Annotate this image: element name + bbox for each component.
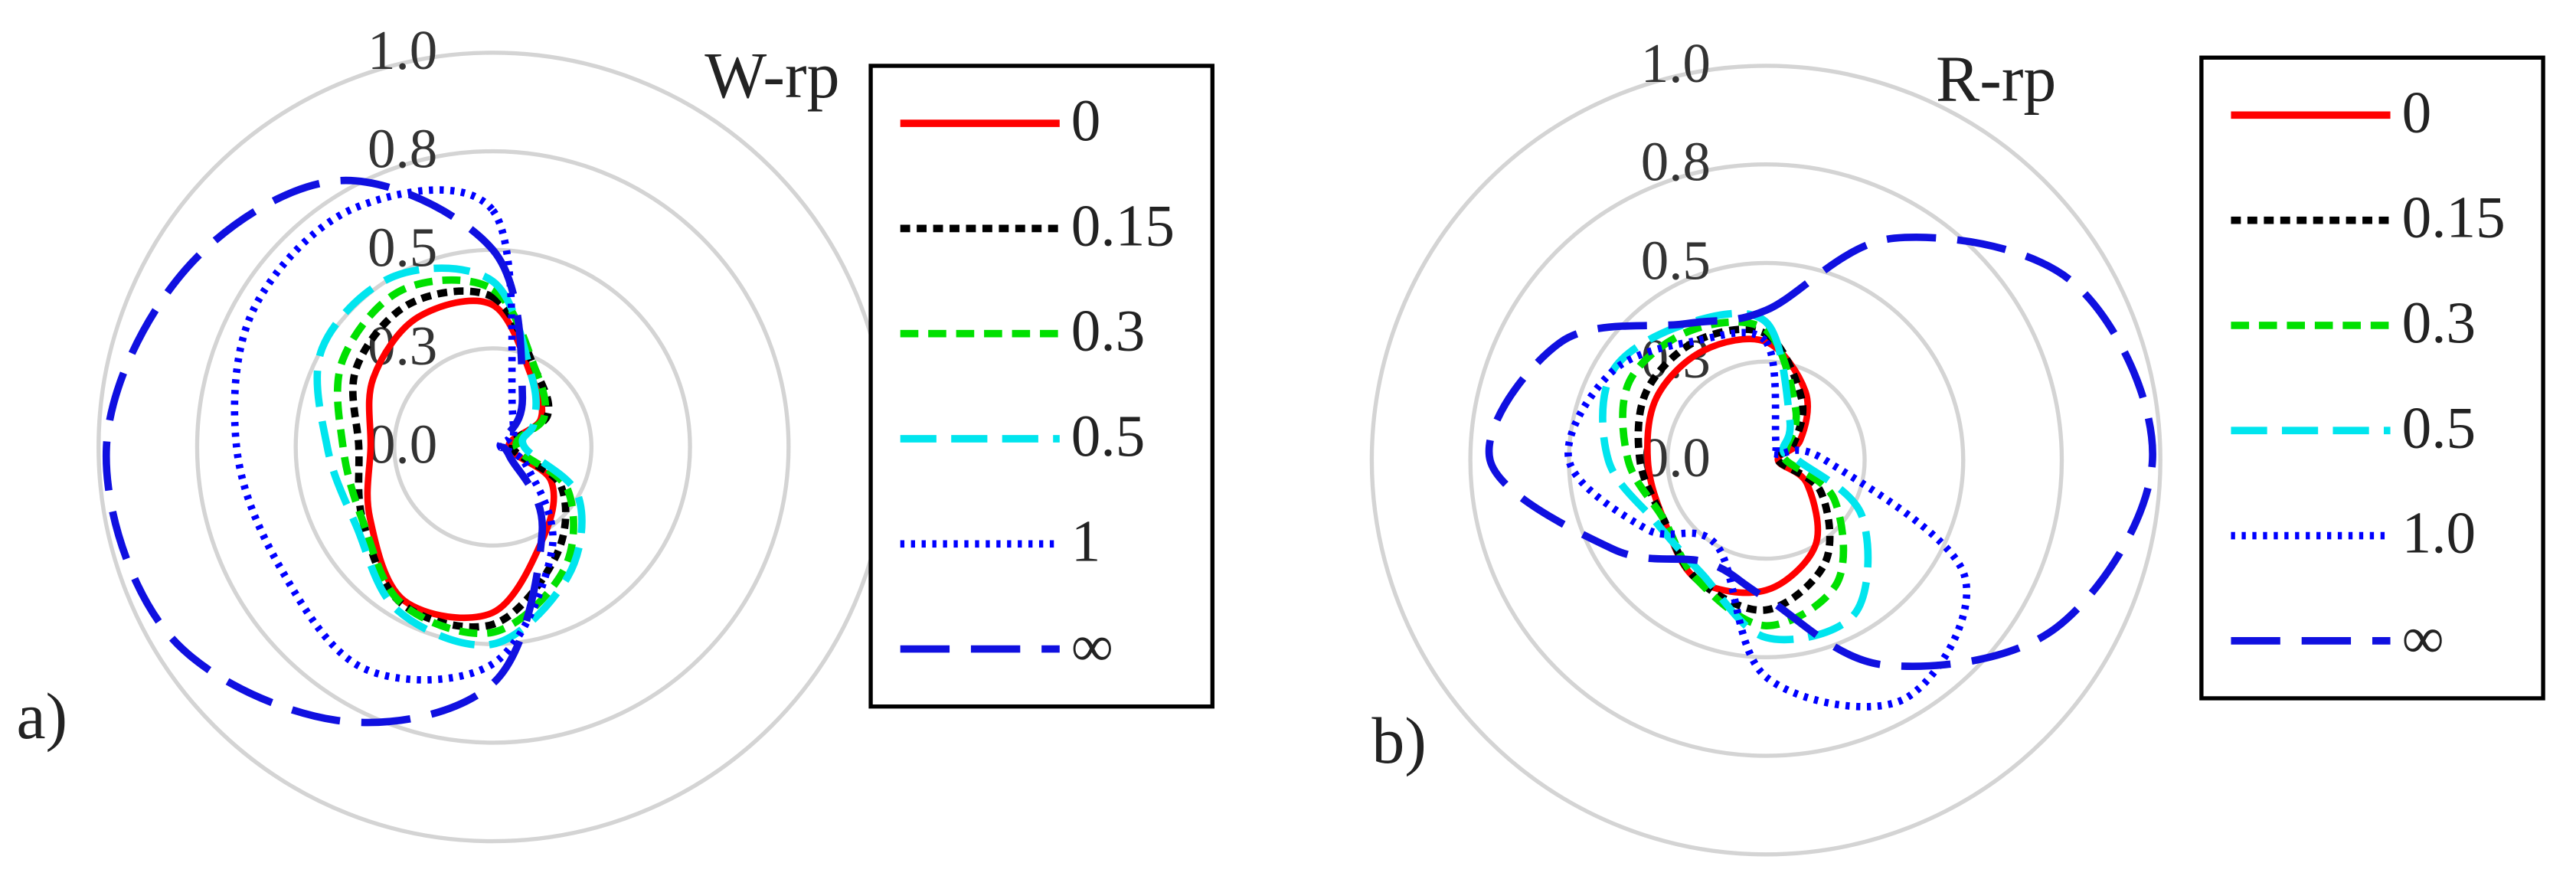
grid-circle [96,51,890,844]
r-tick-label: 0.5 [1641,229,1711,291]
legend-box [868,64,1214,709]
series-curve [1564,328,1971,711]
grid-circle [1567,260,1966,660]
legend-label: ∞ [1071,613,1113,679]
series-curve [333,276,577,638]
grid-circle [1468,162,2064,758]
grid-circle [293,247,692,646]
chart-title: W-rp [704,39,839,112]
series-curve [1634,325,1834,614]
r-tick-label: 0.8 [1641,131,1711,193]
r-tick-label: 1.0 [368,19,437,81]
series-curve [313,264,586,649]
polar-chart: 0.00.30.50.81.0 R-rpb)00.150.30.51.0∞ [1369,32,2545,857]
series-curve [102,176,546,727]
legend-label: 1.0 [2402,500,2476,566]
panel-label: b) [1371,704,1426,777]
grid-circle [195,149,791,745]
legend-label: ∞ [2402,605,2444,671]
legend-label: 0.15 [2402,185,2506,250]
legend-label: 0.5 [2402,394,2476,460]
polar-chart: 0.0 0.3 0.5 0.8 1.0 W-rp a) 0 0.15 0.3 0.5 1 ∞ [16,19,1214,844]
grid-circle [1369,64,2162,857]
r-tick-label: 1.0 [1641,32,1711,94]
legend-label: 1 [1071,508,1101,574]
legend-label: 0.3 [2402,289,2476,355]
legend-label: 0 [2402,79,2432,145]
grid-circle [392,346,594,548]
legend-label: 0.15 [1071,192,1175,258]
r-tick-label: 0.0 [368,413,437,476]
legend: 0 0.15 0.3 0.5 1.0 ∞ [2199,55,2545,701]
legend-label: 0.3 [1071,298,1146,364]
series-curve [1485,234,2156,670]
legend-label: 0 [1071,87,1101,153]
panel-label: a) [16,680,67,753]
chart-title: R-rp [1936,42,2056,115]
legend-label: 0.5 [1071,403,1146,469]
legend-box [2199,55,2545,701]
legend: 0 0.15 0.3 0.5 1 ∞ [868,64,1214,709]
r-tick-label: 0.8 [368,118,437,180]
grid-circle [1665,359,1867,561]
r-tick-label: 0.5 [368,216,437,278]
